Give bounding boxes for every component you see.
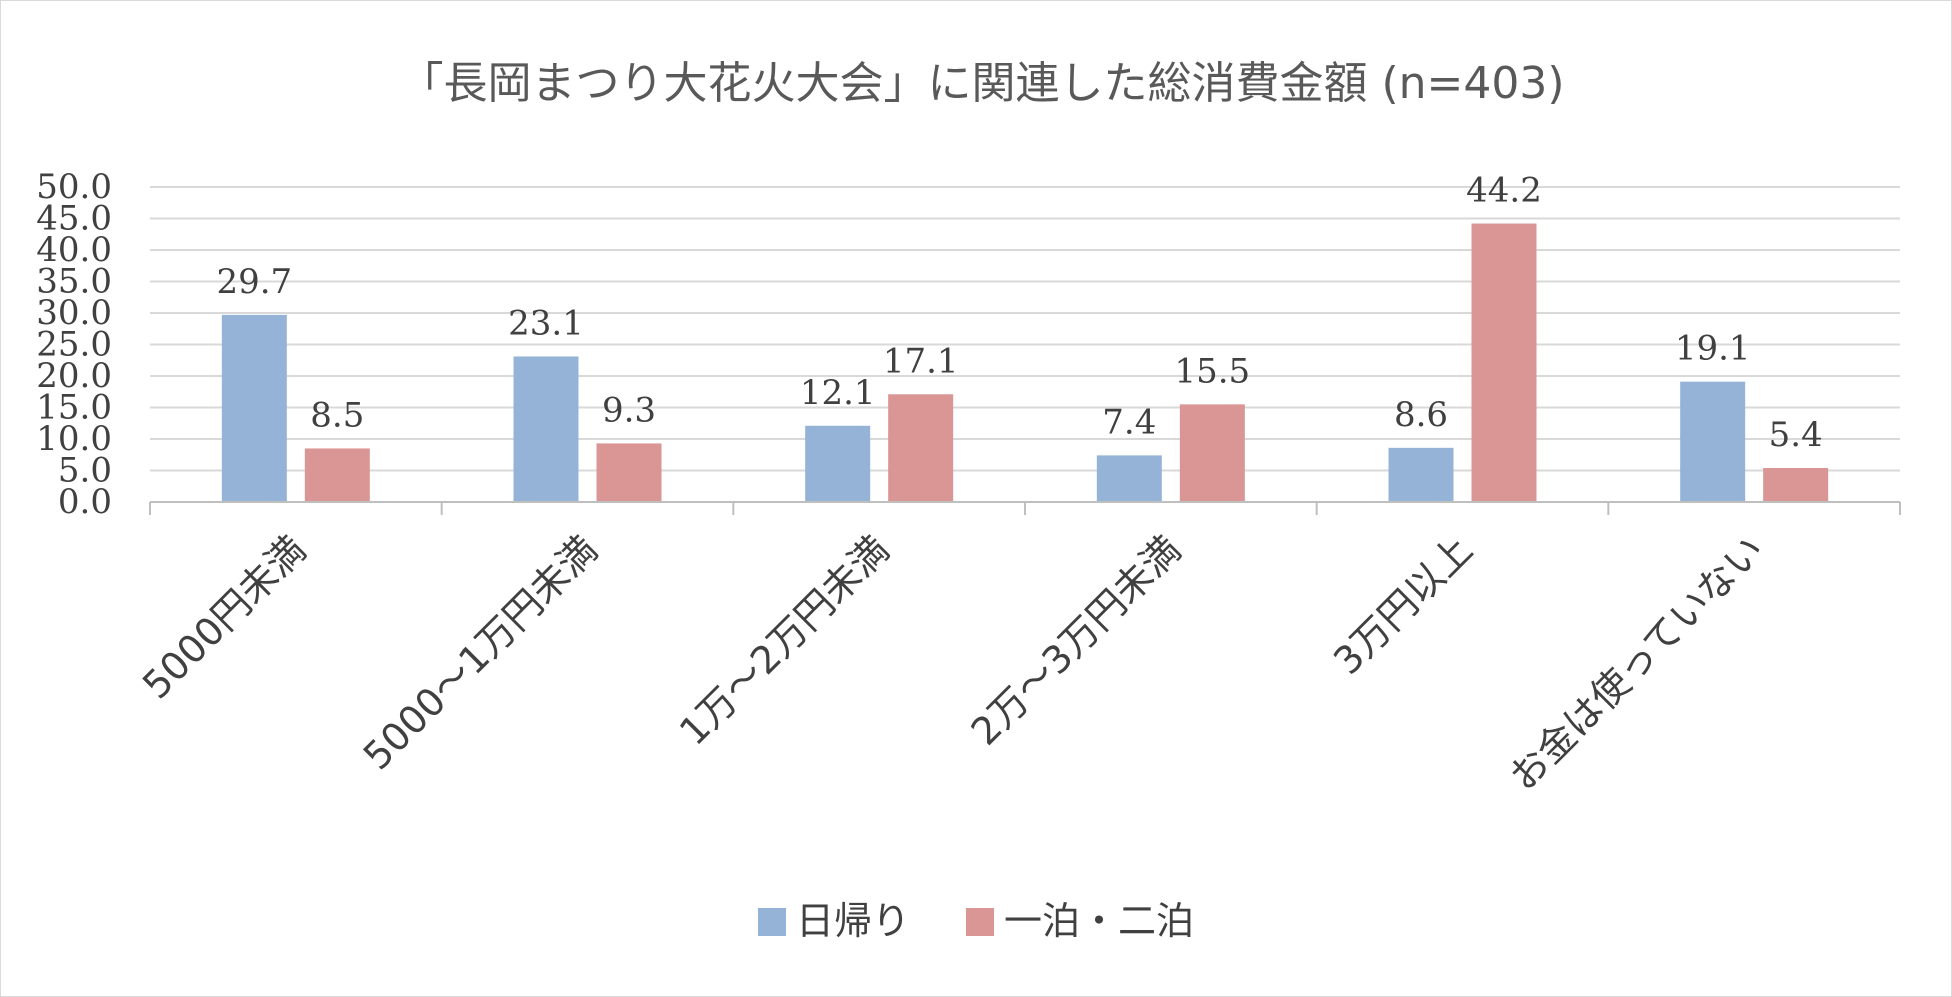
y-tick-label: 45.0 <box>36 199 112 239</box>
data-labels: 29.7 23.1 12.1 7.4 8.6 19.1 8.5 9.3 17.1 15.5 44.2… <box>216 171 1822 455</box>
x-tick-label: 5000円未満 <box>134 527 314 707</box>
legend-label: 日帰り <box>796 899 910 943</box>
bar <box>1388 447 1454 502</box>
y-tick-label: 20.0 <box>36 356 112 396</box>
data-label: 5.4 <box>1769 415 1823 455</box>
gridlines <box>150 186 1900 472</box>
bar <box>596 443 662 502</box>
y-tick-label: 25.0 <box>36 325 112 365</box>
x-tick-label: 1万～2万円未満 <box>671 527 898 754</box>
y-tick-label: 50.0 <box>36 167 112 207</box>
data-label: 12.1 <box>800 373 876 413</box>
y-tick-label: 35.0 <box>36 262 112 302</box>
x-axis: 5000円未満 5000～1万円未満 1万～2万円未満 2万～3万円未満 3万円以上 お金… <box>134 501 1901 799</box>
y-tick-label: 40.0 <box>36 230 112 270</box>
data-label: 23.1 <box>508 303 584 343</box>
data-label: 29.7 <box>216 262 292 302</box>
bar <box>304 448 370 502</box>
data-label: 9.3 <box>602 390 656 430</box>
bar <box>1096 455 1162 502</box>
data-label: 7.4 <box>1102 402 1156 442</box>
y-axis: 0.05.010.015.020.025.030.035.040.045.050… <box>36 167 112 522</box>
bar <box>1179 404 1245 502</box>
bar <box>221 314 287 502</box>
y-tick-label: 5.0 <box>58 451 112 491</box>
bar <box>888 394 954 502</box>
x-tick-label: 5000～1万円未満 <box>355 527 606 778</box>
x-tick-label: 3万円以上 <box>1325 527 1481 683</box>
data-label: 44.2 <box>1466 171 1542 211</box>
legend-label: 一泊・二泊 <box>1004 899 1194 943</box>
data-label: 15.5 <box>1174 351 1250 391</box>
chart-title: 「長岡まつり大花火大会」に関連した総消費金額 (n=403) <box>399 58 1564 109</box>
bar <box>1680 381 1746 502</box>
data-label: 8.6 <box>1394 395 1448 435</box>
data-label: 19.1 <box>1675 329 1751 369</box>
bar <box>1763 467 1829 502</box>
y-tick-label: 30.0 <box>36 293 112 333</box>
legend-swatch <box>758 908 786 936</box>
bar <box>805 425 871 502</box>
y-tick-label: 0.0 <box>58 482 112 522</box>
x-tick-label: お金は使っていない <box>1501 527 1773 799</box>
legend: 日帰り 一泊・二泊 <box>758 899 1194 943</box>
x-tick-label: 2万～3万円未満 <box>963 527 1190 754</box>
data-label: 8.5 <box>310 395 364 435</box>
bars <box>221 223 1829 503</box>
data-label: 17.1 <box>883 341 959 381</box>
bar <box>513 356 579 502</box>
y-tick-label: 10.0 <box>36 419 112 459</box>
bar <box>1471 223 1537 503</box>
legend-swatch <box>966 908 994 936</box>
y-tick-label: 15.0 <box>36 388 112 428</box>
